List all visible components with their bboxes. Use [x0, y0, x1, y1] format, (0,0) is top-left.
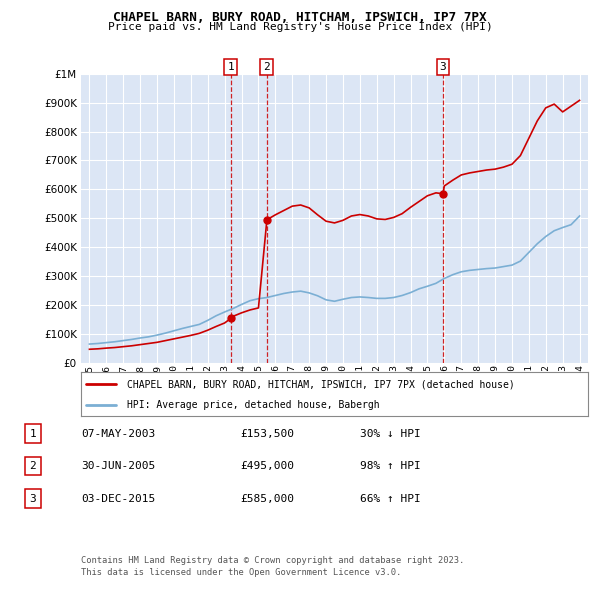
- Text: 2: 2: [29, 461, 37, 471]
- Point: [438, 189, 448, 198]
- Text: 3: 3: [29, 494, 37, 503]
- Text: 07-MAY-2003: 07-MAY-2003: [81, 429, 155, 438]
- Text: Price paid vs. HM Land Registry's House Price Index (HPI): Price paid vs. HM Land Registry's House …: [107, 22, 493, 32]
- Text: 2: 2: [263, 63, 270, 73]
- Text: 66% ↑ HPI: 66% ↑ HPI: [360, 494, 421, 503]
- Text: £495,000: £495,000: [240, 461, 294, 471]
- Point: [262, 215, 272, 224]
- Text: CHAPEL BARN, BURY ROAD, HITCHAM, IPSWICH, IP7 7PX (detached house): CHAPEL BARN, BURY ROAD, HITCHAM, IPSWICH…: [127, 379, 514, 389]
- Text: 1: 1: [29, 429, 37, 438]
- Text: HPI: Average price, detached house, Babergh: HPI: Average price, detached house, Babe…: [127, 400, 379, 410]
- Text: 30% ↓ HPI: 30% ↓ HPI: [360, 429, 421, 438]
- Text: CHAPEL BARN, BURY ROAD, HITCHAM, IPSWICH, IP7 7PX: CHAPEL BARN, BURY ROAD, HITCHAM, IPSWICH…: [113, 11, 487, 24]
- Text: 03-DEC-2015: 03-DEC-2015: [81, 494, 155, 503]
- Point: [226, 314, 236, 323]
- Text: 1: 1: [227, 63, 234, 73]
- Text: 30-JUN-2005: 30-JUN-2005: [81, 461, 155, 471]
- Text: 98% ↑ HPI: 98% ↑ HPI: [360, 461, 421, 471]
- Text: 3: 3: [440, 63, 446, 73]
- Text: Contains HM Land Registry data © Crown copyright and database right 2023.
This d: Contains HM Land Registry data © Crown c…: [81, 556, 464, 577]
- Text: £153,500: £153,500: [240, 429, 294, 438]
- Text: £585,000: £585,000: [240, 494, 294, 503]
